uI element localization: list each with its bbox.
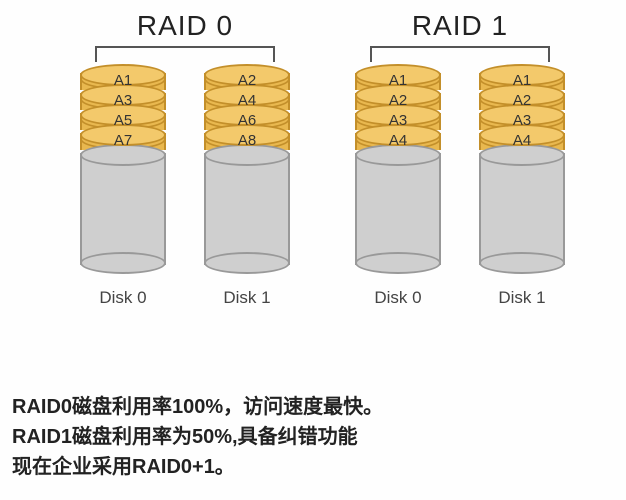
disk-body xyxy=(479,144,565,274)
disk-label: Disk 1 xyxy=(223,288,270,308)
block-label: A1 xyxy=(479,72,565,89)
disk: A2 A4 A6 A8 Disk 1 xyxy=(197,64,297,308)
disk-label: Disk 0 xyxy=(374,288,421,308)
bracket-connector xyxy=(95,46,275,62)
block-label: A3 xyxy=(80,92,166,109)
block-label: A5 xyxy=(80,112,166,129)
note-line: RAID1磁盘利用率为50%,具备纠错功能 xyxy=(12,422,383,452)
block-label: A2 xyxy=(355,92,441,109)
description-notes: RAID0磁盘利用率100%，访问速度最快。RAID1磁盘利用率为50%,具备纠… xyxy=(12,392,383,482)
note-line: 现在企业采用RAID0+1。 xyxy=(12,452,383,482)
disk: A1 A2 A3 A4 Disk 0 xyxy=(348,64,448,308)
block-label: A4 xyxy=(355,132,441,149)
block-label: A2 xyxy=(479,92,565,109)
disk-platter: A1 xyxy=(355,64,441,90)
disk: A1 A2 A3 A4 Disk 1 xyxy=(472,64,572,308)
block-label: A1 xyxy=(80,72,166,89)
disk: A1 A3 A5 A7 Disk 0 xyxy=(73,64,173,308)
disk-label: Disk 0 xyxy=(99,288,146,308)
block-label: A7 xyxy=(80,132,166,149)
group-title: RAID 1 xyxy=(330,10,590,42)
raid0-group: RAID 0 A1 A3 A5 A7 Disk 0 A2 A4 A6 A8 Disk 1 xyxy=(55,10,315,308)
raid1-group: RAID 1 A1 A2 A3 A4 Disk 0 A1 A2 A3 A4 Disk 1 xyxy=(330,10,590,308)
block-label: A4 xyxy=(479,132,565,149)
disk-body xyxy=(355,144,441,274)
block-label: A4 xyxy=(204,92,290,109)
group-title: RAID 0 xyxy=(55,10,315,42)
block-label: A1 xyxy=(355,72,441,89)
bracket-connector xyxy=(370,46,550,62)
disk-label: Disk 1 xyxy=(498,288,545,308)
disk-platter: A1 xyxy=(80,64,166,90)
disk-body xyxy=(204,144,290,274)
block-label: A8 xyxy=(204,132,290,149)
disk-platter: A1 xyxy=(479,64,565,90)
block-label: A3 xyxy=(479,112,565,129)
note-line: RAID0磁盘利用率100%，访问速度最快。 xyxy=(12,392,383,422)
block-label: A6 xyxy=(204,112,290,129)
block-label: A2 xyxy=(204,72,290,89)
block-label: A3 xyxy=(355,112,441,129)
disk-platter: A2 xyxy=(204,64,290,90)
disk-body xyxy=(80,144,166,274)
